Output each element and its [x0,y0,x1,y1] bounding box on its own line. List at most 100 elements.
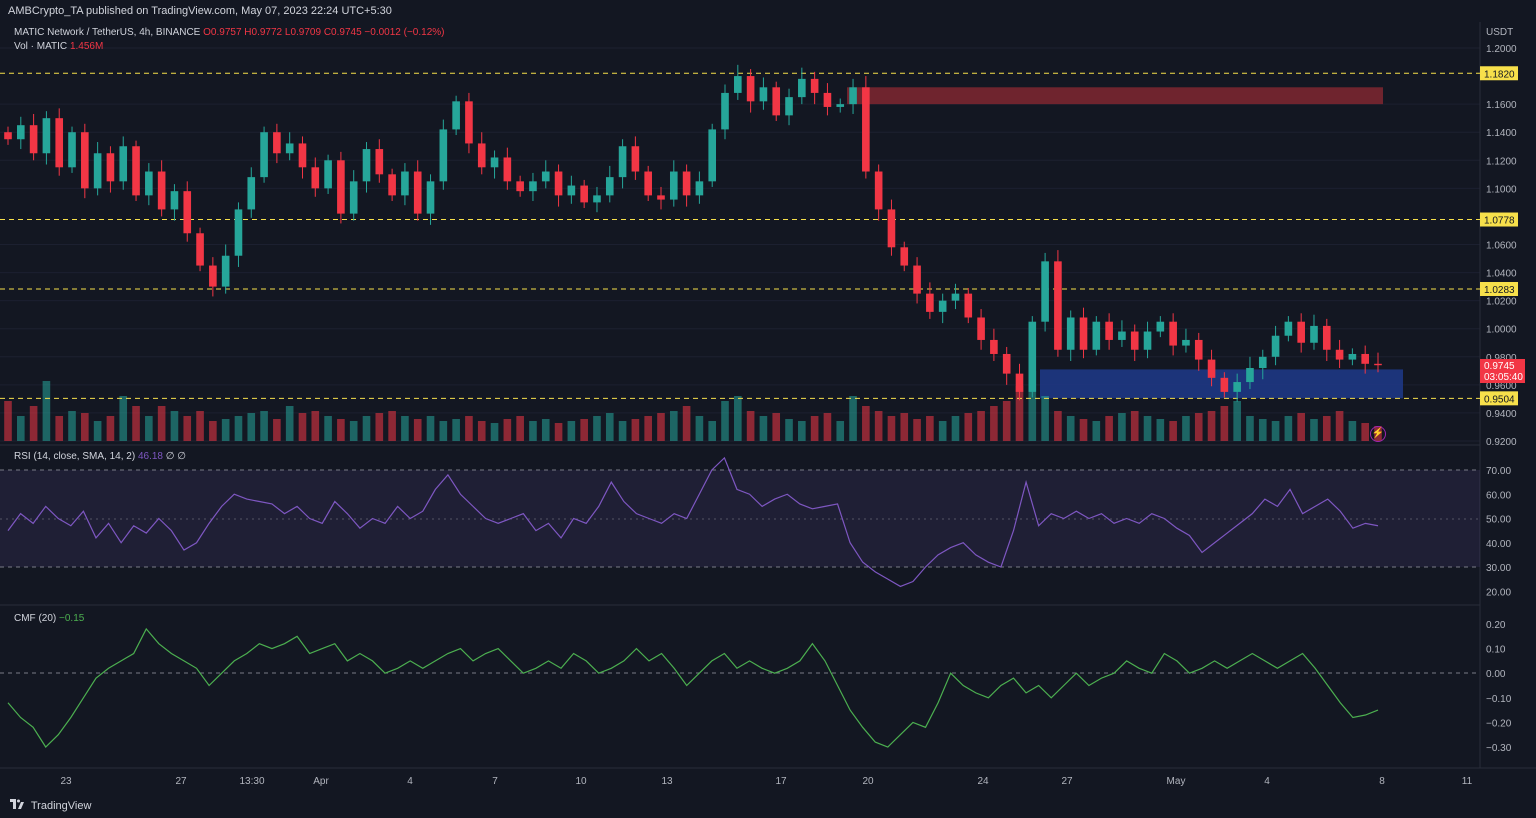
candle [439,119,448,190]
time-tick: Apr [313,776,329,787]
candle [1271,325,1280,366]
volume-bar [862,406,870,441]
key-level-label: 1.0283 [1484,285,1515,296]
volume-bar [695,416,704,441]
candle [900,241,909,272]
volume-bar [567,421,576,441]
candle [836,98,845,113]
volume-label: Vol · MATIC [14,41,68,52]
candle [1066,310,1075,361]
candle [1322,318,1331,361]
time-tick: 8 [1379,776,1385,787]
rsi-legend[interactable]: RSI (14, close, SMA, 14, 2) 46.18 ∅ ∅ [14,451,186,462]
candle [1233,373,1241,402]
candle [798,67,806,105]
volume-bar [132,406,140,441]
volume-bar [119,396,128,441]
candle [1194,332,1203,371]
rsi-tick: 40.00 [1486,539,1511,550]
candle [362,142,371,193]
volume-bar [16,416,25,441]
price-tick: 1.0000 [1486,325,1517,336]
volume-bar [1130,411,1139,441]
candle [1374,352,1382,373]
price-tick: 1.1000 [1486,184,1517,195]
volume-bar [900,413,909,441]
candle [1220,372,1229,398]
candle [541,160,550,189]
candle [106,146,115,193]
volume-bar [823,413,832,441]
candle [221,244,230,294]
candle [657,186,665,210]
volume-bar [810,416,819,441]
volume-bar [618,421,627,441]
volume-bar [1015,386,1024,441]
volume-bar [465,416,473,441]
candle [183,181,192,242]
volume-bar [490,423,499,441]
price-tick: 1.2000 [1486,44,1517,55]
key-level-label: 0.9504 [1484,394,1515,405]
candle [1002,346,1011,385]
volume-bar [375,413,384,441]
volume-bar [1156,419,1165,441]
candle [1335,339,1344,369]
time-tick: May [1167,776,1186,787]
supply-zone[interactable] [847,87,1383,105]
time-tick: 10 [575,776,587,787]
candle [1143,321,1152,359]
volume-bar [311,411,320,441]
volume-bar [593,416,601,441]
candle [721,84,729,140]
cmf-tick: 0.10 [1486,645,1506,656]
volume-bar [209,421,217,441]
volume-bar [145,416,153,441]
volume-bar [849,396,857,441]
volume-bar [452,419,460,441]
volume-bar [1335,411,1344,441]
candle [157,160,166,217]
symbol-legend[interactable]: MATIC Network / TetherUS, 4h, BINANCE O0… [14,27,444,38]
candle [413,160,422,221]
candle [990,328,998,361]
candle [964,288,973,324]
candle [1284,316,1293,342]
rsi-axis: 70.00 60.00 50.00 40.00 30.00 20.00 [1486,466,1511,598]
volume-bar [1348,421,1357,441]
candle [29,113,38,161]
candle [874,164,883,221]
volume-bar [631,419,640,441]
footer-bar: TradingView [0,794,1536,818]
volume-bar [247,413,256,441]
volume-bar [529,421,537,441]
current-price-value: 0.9745 [1484,361,1515,372]
candle [132,140,140,201]
candle [951,283,960,310]
candle [644,165,652,201]
candle [81,123,89,199]
candle [42,111,51,165]
candle [938,293,947,324]
candle [1169,313,1177,356]
volume-bar [106,416,115,441]
volume-bar [285,406,294,441]
ohlc-open: O0.9757 [203,27,242,38]
volume-bar [1322,416,1331,441]
candle [311,157,320,197]
replay-clock-icon[interactable]: ⚡ [1370,426,1386,442]
price-tick: 1.1400 [1486,128,1517,139]
candle [401,163,409,206]
candle [849,78,857,114]
time-axis: 23 27 13:30 Apr 4 7 10 13 17 20 24 27 May 4 8 11 [60,776,1472,787]
candle [477,132,486,175]
candle [1015,363,1024,401]
candle [298,136,307,179]
ohlc-low: L0.9709 [284,27,322,38]
cmf-legend[interactable]: CMF (20) −0.15 [14,613,84,624]
volume-bar [1361,423,1370,441]
candlesticks [4,64,1382,402]
publish-info: AMBCrypto_TA published on TradingView.co… [8,5,392,17]
volume-legend[interactable]: Vol · MATIC 1.456M [14,41,103,52]
